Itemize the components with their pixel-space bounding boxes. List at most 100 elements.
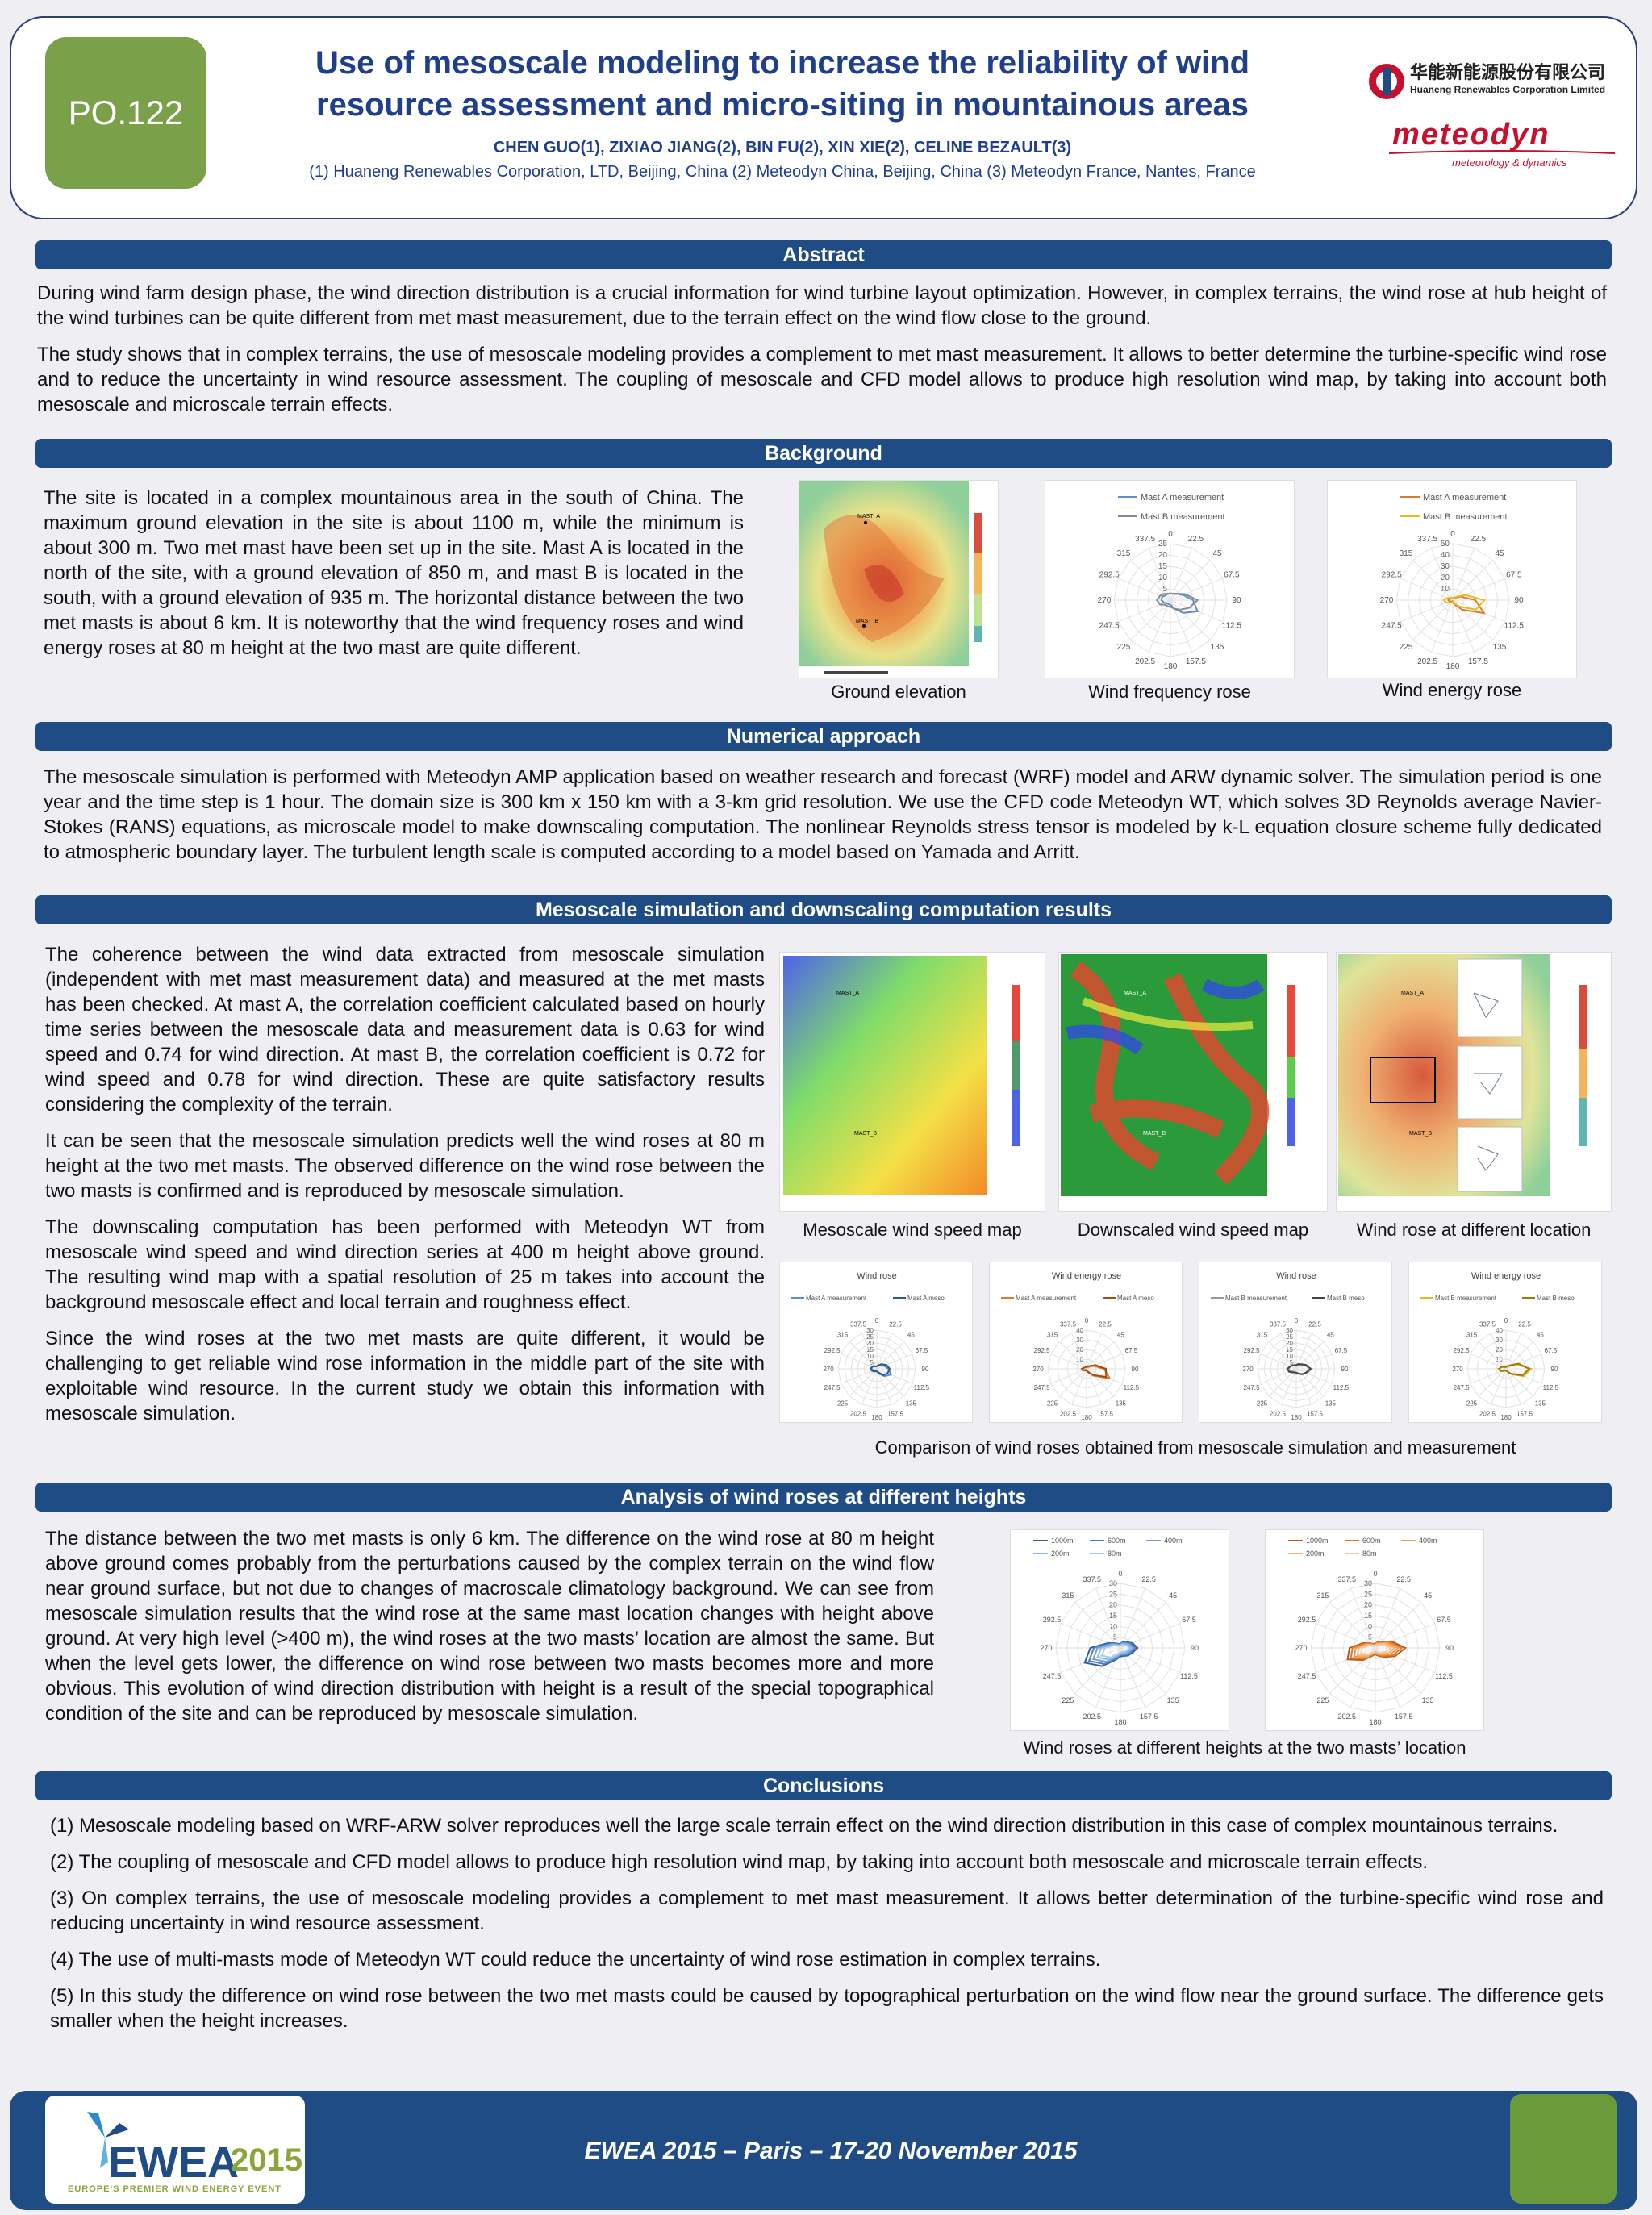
background-text: The site is located in a complex mountai… bbox=[44, 486, 744, 672]
radar-series-line bbox=[1442, 594, 1487, 611]
radar-direction-label: 180 bbox=[1164, 662, 1178, 671]
radar-spoke bbox=[1478, 1341, 1507, 1370]
radar-spoke bbox=[1086, 1368, 1102, 1405]
mast-a-label: MAST_A bbox=[1401, 991, 1424, 996]
radar-direction-label: 315 bbox=[1400, 549, 1413, 558]
caption-downscaled-map: Downscaled wind speed map bbox=[1077, 1220, 1309, 1240]
huaneng-name-en: Huaneng Renewables Corporation Limited bbox=[1410, 84, 1606, 95]
mast-b-label: MAST_B bbox=[1143, 1131, 1166, 1137]
height-rose-chart: 1000m 600m 400m 200m 80m 5 10 15 20 25 30 0 22.5 45 67… bbox=[1010, 1529, 1229, 1731]
radar-direction-label: 45 bbox=[907, 1332, 915, 1339]
legend-label: Mast B measurement bbox=[1225, 1295, 1287, 1302]
mesoscale-paragraph: The downscaling computation has been per… bbox=[45, 1216, 765, 1313]
radar-direction-label: 225 bbox=[1117, 643, 1131, 652]
comparison-rose-title: Wind energy rose bbox=[1052, 1271, 1121, 1281]
radar-tick-label: 10 bbox=[1364, 1622, 1372, 1630]
radar-direction-label: 67.5 bbox=[1182, 1616, 1196, 1624]
radar-direction-label: 225 bbox=[1257, 1399, 1268, 1407]
section-heading-abstract: Abstract bbox=[35, 240, 1612, 269]
radar-tick-label: 15 bbox=[1158, 562, 1168, 571]
conclusion-item: (2) The coupling of mesoscale and CFD mo… bbox=[50, 1851, 1429, 1873]
radar-series-line bbox=[1286, 1363, 1312, 1375]
radar-direction-label: 112.5 bbox=[1435, 1672, 1453, 1680]
radar-direction-label: 292.5 bbox=[1298, 1616, 1316, 1624]
radar-direction-label: 247.5 bbox=[824, 1384, 841, 1391]
radar-direction-label: 202.5 bbox=[1135, 657, 1155, 666]
radar-direction-label: 202.5 bbox=[1479, 1410, 1496, 1417]
radar-direction-label: 67.5 bbox=[1224, 571, 1240, 580]
radar-spoke bbox=[1170, 548, 1193, 601]
radar-direction-label: 22.5 bbox=[1141, 1575, 1156, 1583]
radar-direction-label: 202.5 bbox=[1270, 1410, 1287, 1417]
radar-spoke bbox=[1050, 1368, 1087, 1384]
height-rose-svg: 1000m 600m 400m 200m 80m 5 10 15 20 25 300 22.5 45 67… bbox=[1288, 1537, 1454, 1726]
radar-spoke bbox=[1120, 1587, 1146, 1649]
radar-direction-label: 180 bbox=[1500, 1414, 1512, 1421]
radar-direction-label: 22.5 bbox=[1396, 1575, 1411, 1583]
radar-series-line bbox=[1080, 1364, 1108, 1379]
radar-spoke bbox=[1095, 1587, 1121, 1649]
caption-wind-rose-location: Wind rose at different location bbox=[1356, 1220, 1592, 1240]
radar-tick-label: 20 bbox=[1158, 551, 1168, 560]
radar-tick-label: 5 bbox=[1113, 1633, 1117, 1641]
radar-direction-label: 0 bbox=[1085, 1317, 1089, 1324]
legend-label: Mast B measurement bbox=[1435, 1295, 1497, 1302]
radar-spoke bbox=[1375, 1647, 1401, 1708]
radar-spoke bbox=[1295, 1368, 1333, 1384]
poster-id-badge: PO.122 bbox=[45, 37, 206, 189]
radar-direction-label: 337.5 bbox=[1479, 1321, 1496, 1329]
radar-spoke bbox=[1452, 599, 1505, 623]
radar-spoke bbox=[1130, 599, 1171, 640]
radar-direction-label: 247.5 bbox=[1298, 1672, 1316, 1680]
comparison-rose-svg: Wind energy rose Mast A measurement Mast A… bbox=[1001, 1271, 1154, 1421]
legend-label: 1000m bbox=[1051, 1537, 1074, 1545]
radar-spoke bbox=[1315, 1647, 1376, 1674]
radar-direction-label: 225 bbox=[837, 1399, 849, 1407]
section-heading-numerical: Numerical approach bbox=[35, 722, 1612, 751]
radar-direction-label: 270 bbox=[1380, 596, 1394, 605]
radar-direction-label: 180 bbox=[1081, 1414, 1092, 1421]
radar-direction-label: 67.5 bbox=[1506, 571, 1522, 580]
radar-direction-label: 337.5 bbox=[1060, 1321, 1077, 1329]
radar-series-line bbox=[1155, 592, 1199, 611]
legend-label: Mast A meso bbox=[907, 1295, 945, 1302]
legend-label: Mast B meso bbox=[1537, 1295, 1575, 1302]
radar-direction-label: 112.5 bbox=[1504, 621, 1525, 630]
legend-label: 80m bbox=[1362, 1550, 1377, 1558]
radar-spoke bbox=[1430, 548, 1454, 601]
radar-direction-label: 270 bbox=[1032, 1366, 1044, 1373]
radar-tick-label: 30 bbox=[1496, 1337, 1503, 1344]
radar-spoke bbox=[1491, 1368, 1507, 1405]
radar-direction-label: 67.5 bbox=[1125, 1347, 1138, 1354]
radar-tick-label: 10 bbox=[866, 1353, 874, 1360]
radar-tick-label: 10 bbox=[1076, 1356, 1083, 1363]
conclusion-item: (4) The use of multi-masts mode of Meteo… bbox=[50, 1949, 1101, 1971]
radar-tick-label: 50 bbox=[1441, 540, 1450, 549]
huaneng-logo: 华能新能源股份有限公司 Huaneng Renewables Corporati… bbox=[1363, 58, 1637, 95]
huaneng-name-cn: 华能新能源股份有限公司 bbox=[1410, 62, 1606, 82]
radar-spoke bbox=[1281, 1368, 1297, 1405]
radar-direction-label: 135 bbox=[906, 1399, 917, 1407]
comparison-rose-title: Wind energy rose bbox=[1471, 1271, 1541, 1281]
ewea-turbine-icon bbox=[87, 2112, 129, 2168]
legend-label: 1000m bbox=[1306, 1537, 1329, 1545]
height-rose-chart: 1000m 600m 400m 200m 80m 5 10 15 20 25 30 0 22.5 45 67… bbox=[1265, 1529, 1484, 1731]
abstract-text: During wind farm design phase, the wind … bbox=[37, 281, 1607, 428]
radar-spoke bbox=[1478, 1368, 1507, 1397]
radar-direction-label: 157.5 bbox=[887, 1410, 904, 1417]
abstract-paragraph: The study shows that in complex terrains… bbox=[37, 344, 1607, 415]
radar-direction-label: 337.5 bbox=[850, 1321, 867, 1329]
radar-direction-label: 247.5 bbox=[1099, 621, 1120, 630]
mast-b-label: MAST_B bbox=[1409, 1131, 1432, 1137]
conclusion-item: (1) Mesoscale modeling based on WRF-ARW … bbox=[50, 1815, 1558, 1837]
radar-spoke bbox=[1058, 1368, 1087, 1397]
radar-spoke bbox=[1120, 1602, 1166, 1649]
radar-tick-label: 15 bbox=[1364, 1612, 1372, 1620]
radar-tick-label: 15 bbox=[1286, 1346, 1293, 1354]
radar-direction-label: 315 bbox=[1466, 1332, 1478, 1339]
radar-spoke bbox=[1170, 578, 1223, 601]
comparison-rose-chart: Wind rose Mast B measurement Mast B meso 5 1… bbox=[1199, 1262, 1392, 1423]
radar-direction-label: 0 bbox=[1373, 1570, 1377, 1578]
mesoscale-paragraph: The coherence between the wind data extr… bbox=[45, 944, 765, 1116]
radar-direction-label: 0 bbox=[1295, 1317, 1299, 1324]
